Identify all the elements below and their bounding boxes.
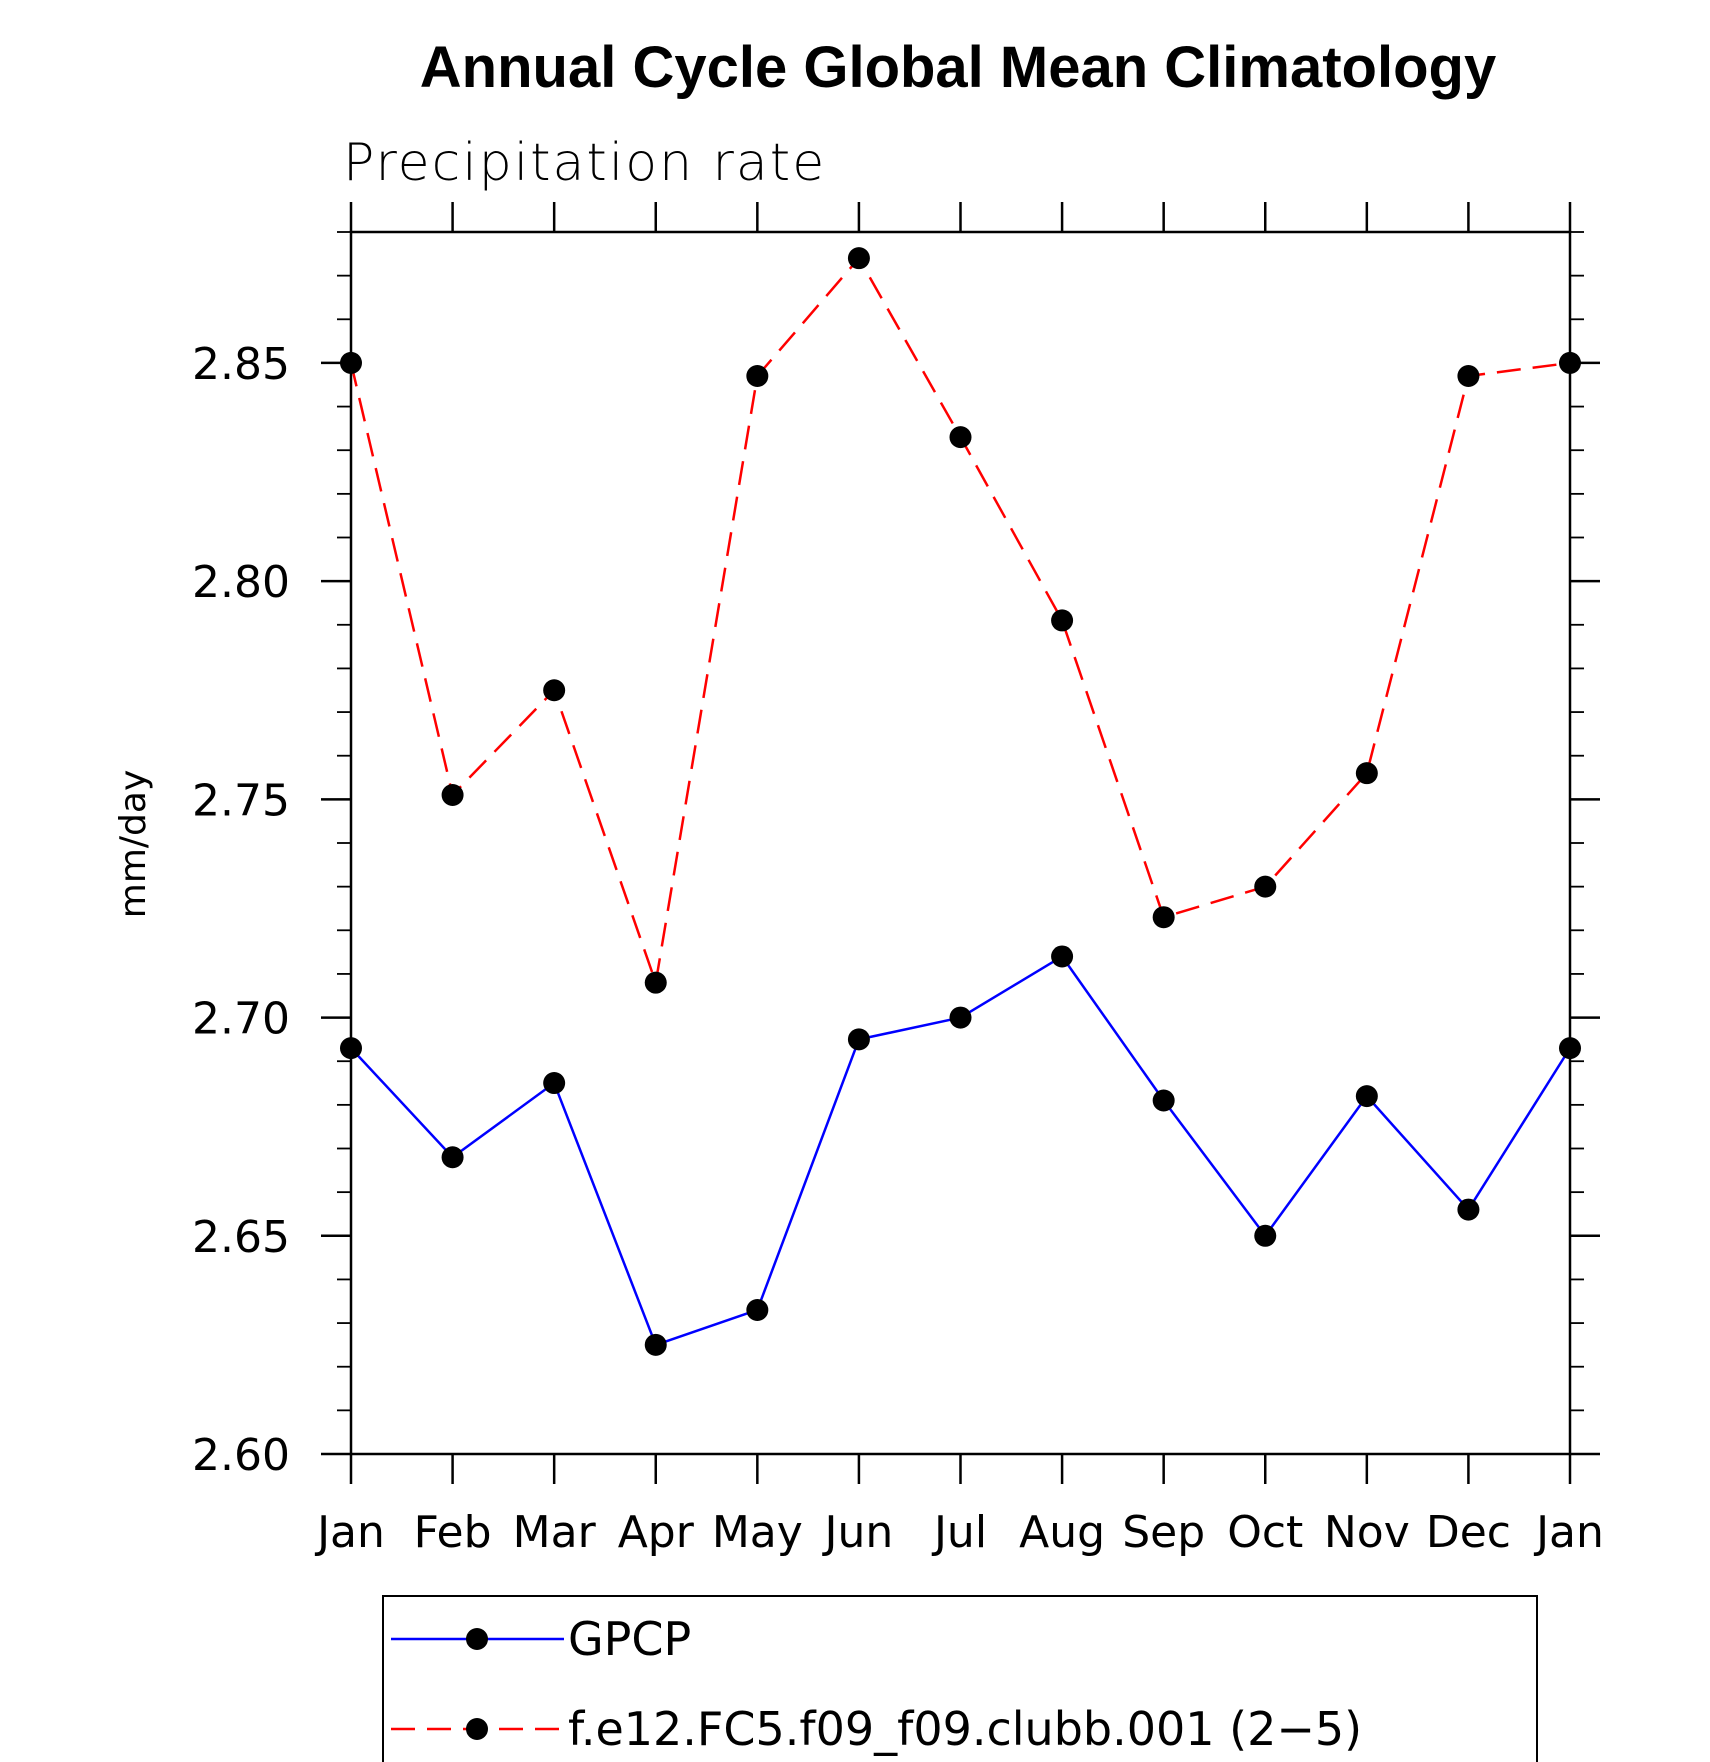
data-point-series-1 <box>847 1028 870 1051</box>
legend: GPCP f.e12.FC5.f09_f09.clubb.001 (2−5) <box>382 1595 1538 1762</box>
data-point-series-1 <box>746 1298 769 1321</box>
data-point-series-2 <box>1355 762 1378 785</box>
data-point-series-2 <box>746 365 769 388</box>
x-tick-label: Jan <box>314 1507 385 1558</box>
axes: Jan Feb Mar Apr May Jun Jul Aug Sep Oct Nov Dec Jan 2… <box>192 202 1604 1558</box>
x-tick-label: Jul <box>931 1507 987 1558</box>
data-point-series-2 <box>949 426 972 449</box>
legend-label-2: f.e12.FC5.f09_f09.clubb.001 (2−5) <box>568 1702 1362 1756</box>
data-point-series-1 <box>543 1072 566 1095</box>
data-point-series-1 <box>949 1006 972 1029</box>
legend-marker-2 <box>466 1718 488 1740</box>
data-point-series-2 <box>1559 351 1581 374</box>
data-point-series-1 <box>1355 1085 1378 1108</box>
data-point-series-1 <box>1457 1198 1480 1221</box>
x-tick-label: May <box>712 1507 803 1558</box>
legend-label-1: GPCP <box>568 1612 691 1666</box>
data-point-series-2 <box>1457 365 1480 388</box>
series-line-2 <box>349 256 1571 984</box>
legend-box <box>382 1595 1538 1762</box>
x-tick-label: Oct <box>1227 1507 1303 1558</box>
data-point-series-2 <box>644 971 667 994</box>
y-axis-label: mm/day <box>113 770 154 918</box>
y-tick-label: 2.70 <box>192 994 290 1045</box>
x-tick-label: Mar <box>513 1507 597 1558</box>
data-point-series-1 <box>1254 1224 1277 1247</box>
x-tick-label: Feb <box>414 1507 492 1558</box>
data-point-series-1 <box>644 1333 667 1356</box>
x-tick-label: Jun <box>822 1507 894 1558</box>
data-point-series-2 <box>441 783 464 806</box>
y-tick-label: 2.65 <box>192 1212 290 1263</box>
data-point-series-1 <box>1559 1037 1581 1060</box>
plot-frame <box>349 230 1572 1456</box>
x-tick-label: Aug <box>1019 1507 1105 1558</box>
data-point-series-2 <box>847 247 870 270</box>
y-tick-label: 2.75 <box>192 775 290 826</box>
x-tick-label: Jan <box>1533 1507 1604 1558</box>
x-tick-label: Dec <box>1426 1507 1511 1558</box>
data-point-series-2 <box>543 679 566 702</box>
legend-marker-1 <box>466 1628 488 1650</box>
data-point-series-1 <box>1051 945 1074 968</box>
y-tick-label: 2.60 <box>192 1430 290 1481</box>
x-tick-label: Nov <box>1324 1507 1410 1558</box>
data-point-series-2 <box>1051 609 1074 632</box>
data-point-series-2 <box>1152 906 1175 929</box>
series-lines <box>340 247 1581 1356</box>
x-tick-label: Apr <box>618 1507 695 1558</box>
chart-subtitle: Precipitation rate <box>343 133 826 193</box>
data-point-series-1 <box>1152 1089 1175 1112</box>
y-tick-label: 2.85 <box>192 339 290 390</box>
data-point-series-2 <box>1254 875 1277 898</box>
data-point-series-1 <box>340 1037 362 1060</box>
y-tick-label: 2.80 <box>192 557 290 608</box>
data-point-series-2 <box>340 351 362 374</box>
x-tick-label: Sep <box>1122 1507 1205 1558</box>
data-point-series-1 <box>441 1146 464 1169</box>
chart-title: Annual Cycle Global Mean Climatology <box>420 35 1496 100</box>
